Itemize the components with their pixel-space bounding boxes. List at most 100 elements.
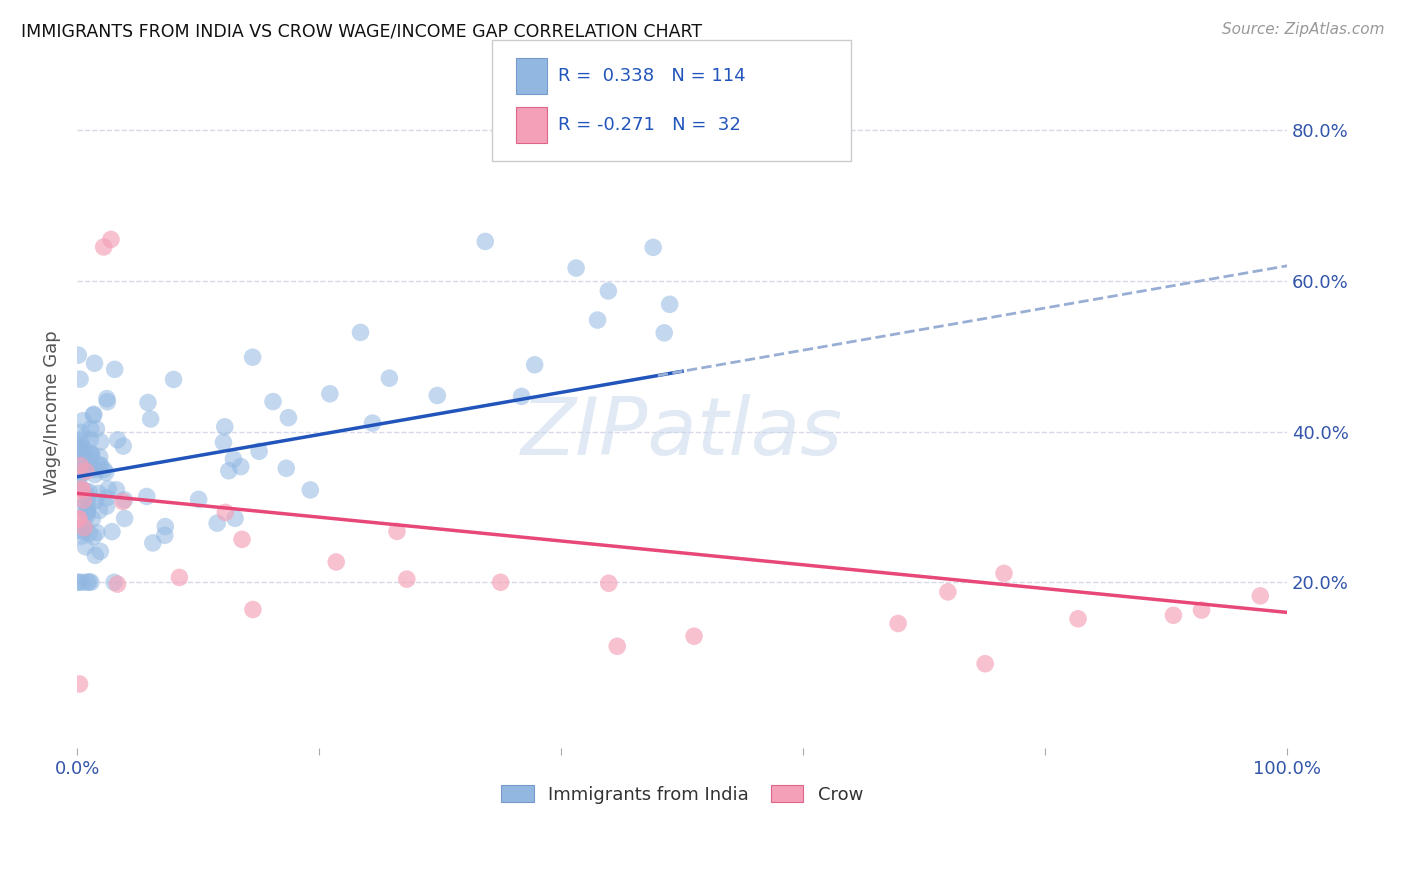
Point bbox=[262, 394, 284, 409]
Point bbox=[153, 528, 176, 542]
Point bbox=[94, 466, 117, 480]
Point bbox=[75, 540, 97, 554]
Point bbox=[69, 677, 91, 691]
Point bbox=[242, 350, 264, 364]
Point bbox=[993, 566, 1015, 581]
Point bbox=[652, 326, 675, 340]
Point bbox=[89, 503, 111, 517]
Point bbox=[90, 434, 112, 449]
Point bbox=[87, 486, 110, 500]
Point bbox=[72, 524, 94, 538]
Point bbox=[75, 464, 97, 478]
Point bbox=[73, 483, 96, 498]
Point bbox=[96, 491, 118, 505]
Point bbox=[79, 433, 101, 447]
Point bbox=[378, 371, 401, 385]
Point bbox=[76, 504, 98, 518]
Point bbox=[70, 449, 93, 463]
Point bbox=[67, 474, 90, 488]
Point bbox=[80, 447, 103, 461]
Point bbox=[1249, 589, 1271, 603]
Point bbox=[96, 392, 118, 406]
Point bbox=[73, 430, 96, 444]
Point bbox=[69, 500, 91, 515]
Text: R = -0.271   N =  32: R = -0.271 N = 32 bbox=[558, 116, 741, 134]
Point bbox=[67, 442, 90, 456]
Text: ZIPatlas: ZIPatlas bbox=[522, 394, 844, 472]
Point bbox=[100, 232, 122, 246]
Point bbox=[80, 450, 103, 464]
Point bbox=[73, 520, 96, 534]
Point bbox=[90, 458, 112, 472]
Point bbox=[103, 575, 125, 590]
Point bbox=[136, 395, 159, 409]
Point bbox=[114, 511, 136, 525]
Point bbox=[606, 640, 628, 654]
Point bbox=[83, 462, 105, 476]
Point bbox=[86, 422, 108, 436]
Y-axis label: Wage/Income Gap: Wage/Income Gap bbox=[44, 330, 60, 495]
Point bbox=[104, 362, 127, 376]
Point bbox=[187, 492, 209, 507]
Point bbox=[974, 657, 997, 671]
Point bbox=[84, 494, 107, 508]
Point bbox=[231, 533, 253, 547]
Point bbox=[97, 482, 120, 496]
Point bbox=[79, 422, 101, 436]
Point bbox=[426, 388, 449, 402]
Point bbox=[112, 439, 135, 453]
Point bbox=[67, 348, 90, 362]
Point bbox=[598, 284, 620, 298]
Point bbox=[82, 409, 104, 423]
Point bbox=[70, 482, 93, 496]
Point bbox=[79, 456, 101, 470]
Point bbox=[70, 452, 93, 467]
Text: IMMIGRANTS FROM INDIA VS CROW WAGE/INCOME GAP CORRELATION CHART: IMMIGRANTS FROM INDIA VS CROW WAGE/INCOM… bbox=[21, 22, 702, 40]
Point bbox=[69, 458, 91, 473]
Text: Source: ZipAtlas.com: Source: ZipAtlas.com bbox=[1222, 22, 1385, 37]
Point bbox=[489, 575, 512, 590]
Point bbox=[77, 574, 100, 589]
Point bbox=[82, 530, 104, 544]
Point bbox=[1067, 612, 1090, 626]
Point bbox=[72, 483, 94, 498]
Point bbox=[349, 326, 371, 340]
Point bbox=[75, 443, 97, 458]
Point bbox=[643, 240, 665, 254]
Point bbox=[155, 519, 177, 533]
Point bbox=[84, 549, 107, 563]
Point bbox=[299, 483, 322, 497]
Point bbox=[77, 526, 100, 541]
Point bbox=[224, 511, 246, 525]
Point bbox=[1191, 603, 1213, 617]
Point bbox=[87, 458, 110, 473]
Point bbox=[107, 577, 129, 591]
Point bbox=[69, 434, 91, 449]
Point bbox=[325, 555, 347, 569]
Point bbox=[73, 442, 96, 456]
Point bbox=[101, 524, 124, 539]
Point bbox=[1163, 608, 1185, 623]
Point bbox=[67, 440, 90, 454]
Point bbox=[89, 450, 111, 464]
Point bbox=[139, 412, 162, 426]
Point bbox=[319, 386, 342, 401]
Point bbox=[936, 585, 959, 599]
Point bbox=[77, 500, 100, 514]
Point bbox=[67, 524, 90, 538]
Point bbox=[105, 483, 128, 497]
Point bbox=[242, 602, 264, 616]
Point bbox=[67, 512, 90, 526]
Point bbox=[67, 575, 90, 590]
Point bbox=[67, 479, 90, 493]
Point bbox=[107, 433, 129, 447]
Point bbox=[67, 443, 90, 458]
Point bbox=[586, 313, 609, 327]
Point bbox=[565, 261, 588, 276]
Point bbox=[93, 240, 115, 254]
Point bbox=[205, 516, 228, 531]
Point bbox=[229, 459, 252, 474]
Point bbox=[598, 576, 620, 591]
Point bbox=[75, 496, 97, 510]
Point bbox=[162, 372, 184, 386]
